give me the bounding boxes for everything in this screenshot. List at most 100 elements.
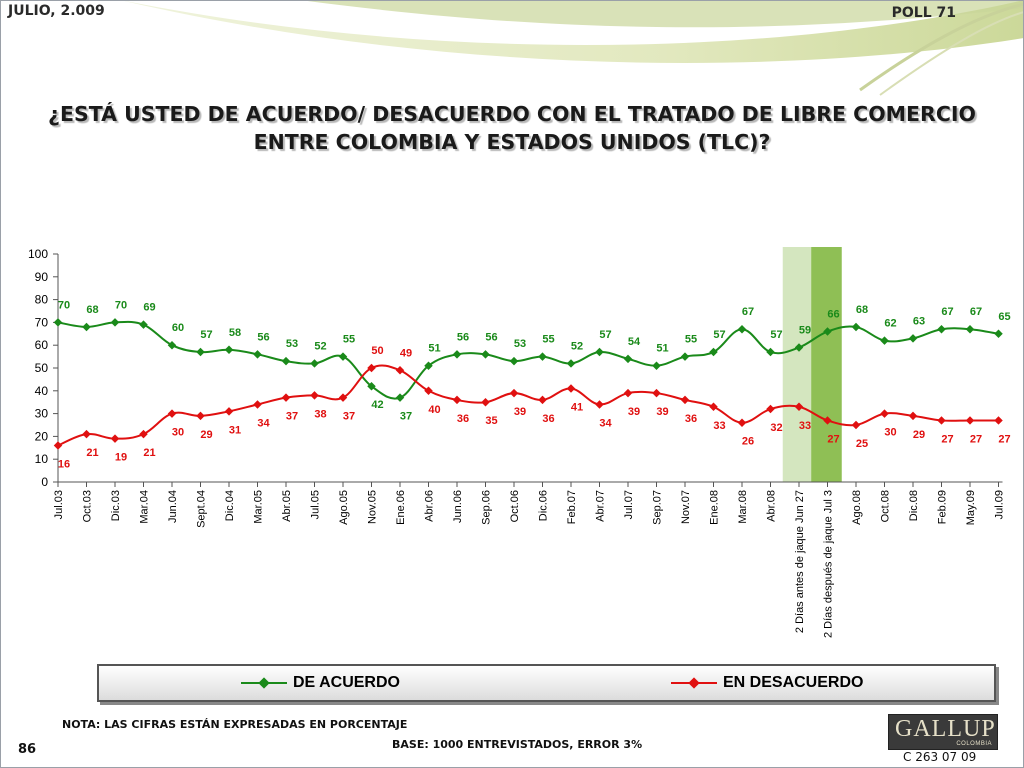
series-1-label-29: 30 — [884, 427, 896, 439]
y-tick-label-50: 50 — [35, 361, 49, 375]
x-tick-label-15: Sep.06 — [481, 490, 493, 525]
legend-item-desacuerdo: EN DESACUERDO — [671, 674, 863, 692]
chart-title: ¿ESTÁ USTED DE ACUERDO/ DESACUERDO CON E… — [0, 100, 1024, 156]
series-1-point-12 — [395, 366, 405, 375]
x-tick-label-21: Sep.07 — [652, 490, 664, 525]
series-1-label-15: 35 — [485, 415, 497, 427]
y-tick-label-60: 60 — [35, 338, 49, 352]
series-0-point-27 — [823, 327, 832, 336]
series-0-label-17: 55 — [542, 334, 554, 346]
series-0-label-3: 69 — [143, 302, 155, 314]
x-tick-label-5: Sept.04 — [196, 490, 208, 528]
series-1-label-0: 16 — [58, 459, 70, 471]
highlight-band-27 — [811, 247, 842, 482]
x-tick-label-29: Oct.08 — [880, 490, 892, 522]
series-0-point-11 — [367, 381, 376, 391]
sample-base: BASE: 1000 ENTREVISTADOS, ERROR 3% — [392, 738, 643, 751]
series-0-label-28: 68 — [856, 304, 868, 316]
series-1-label-4: 30 — [172, 427, 184, 439]
series-1-point-3 — [139, 429, 148, 439]
x-tick-label-26: 2 Días antes de jaque Jun 27 — [794, 490, 806, 633]
series-0-label-4: 60 — [172, 322, 184, 334]
x-tick-label-32: May.09 — [965, 490, 977, 525]
series-0-point-26 — [794, 343, 804, 352]
series-1-label-31: 27 — [941, 433, 953, 445]
series-1-label-22: 36 — [685, 413, 697, 425]
series-0-point-31 — [937, 324, 946, 334]
series-0-point-6 — [224, 345, 234, 355]
series-0-label-33: 65 — [998, 311, 1010, 323]
series-1-point-9 — [310, 391, 319, 400]
y-tick-label-80: 80 — [35, 293, 49, 307]
y-tick-label-0: 0 — [41, 475, 48, 489]
report-date: JULIO, 2.009 — [8, 3, 105, 19]
series-0-point-16 — [509, 356, 519, 366]
series-0-label-30: 63 — [913, 315, 925, 327]
series-0-label-23: 57 — [713, 329, 725, 341]
series-1-label-13: 40 — [428, 404, 440, 416]
series-0-label-20: 54 — [628, 336, 641, 348]
series-1-point-19 — [595, 400, 604, 409]
series-1-point-7 — [253, 400, 262, 409]
x-tick-label-13: Abr.06 — [424, 490, 436, 522]
series-0-point-30 — [908, 334, 918, 343]
series-0-point-24 — [737, 324, 747, 334]
series-0-label-16: 53 — [514, 338, 526, 350]
legend-marker-acuerdo — [241, 677, 287, 689]
x-tick-label-3: Mar.04 — [139, 490, 151, 524]
series-1-point-20 — [623, 388, 633, 398]
series-1-point-16 — [509, 388, 519, 398]
series-1-point-22 — [680, 395, 690, 405]
series-0-point-5 — [196, 347, 205, 357]
series-1-point-32 — [965, 416, 975, 425]
document-code: C 263 07 09 — [903, 750, 977, 764]
series-1-point-27 — [823, 416, 832, 425]
series-1-point-30 — [908, 411, 918, 421]
series-1-label-7: 34 — [257, 417, 270, 429]
series-1-label-21: 39 — [656, 406, 668, 418]
y-tick-label-100: 100 — [28, 247, 48, 261]
series-1-point-8 — [281, 393, 291, 402]
series-1-point-5 — [196, 411, 205, 421]
x-tick-label-0: Jul.03 — [53, 490, 65, 519]
x-tick-label-14: Jun.06 — [452, 490, 464, 523]
series-line-0 — [57, 320, 999, 400]
y-tick-label-90: 90 — [35, 270, 49, 284]
legend-marker-desacuerdo — [671, 677, 717, 689]
series-1-label-30: 29 — [913, 429, 925, 441]
series-1-label-25: 32 — [770, 422, 782, 434]
x-tick-label-33: Jul.09 — [994, 490, 1006, 519]
series-1-point-26 — [794, 402, 804, 412]
series-0-label-29: 62 — [884, 318, 896, 330]
series-0-point-23 — [709, 347, 718, 357]
x-tick-label-10: Ago.05 — [338, 490, 350, 525]
x-tick-label-30: Dic.08 — [908, 490, 920, 521]
y-tick-label-20: 20 — [35, 429, 49, 443]
series-0-label-25: 57 — [770, 329, 782, 341]
x-tick-label-24: Mar.08 — [737, 490, 749, 524]
series-0-label-14: 56 — [457, 331, 469, 343]
series-0-point-32 — [965, 324, 975, 334]
series-1-point-28 — [851, 420, 861, 430]
series-1-point-10 — [338, 393, 348, 402]
gallup-logo: GALLUP COLOMBIA — [888, 714, 998, 750]
series-0-point-29 — [880, 336, 889, 345]
series-0-label-0: 70 — [58, 299, 70, 311]
series-0-point-12 — [395, 393, 405, 402]
series-line-1 — [57, 364, 999, 447]
series-0-point-7 — [253, 350, 262, 359]
series-0-label-19: 57 — [599, 329, 611, 341]
series-0-label-22: 55 — [685, 334, 697, 346]
x-tick-label-20: Jul.07 — [623, 490, 635, 519]
series-0-label-8: 53 — [286, 338, 298, 350]
chart-title-line-2: ENTRE COLOMBIA Y ESTADOS UNIDOS (TLC)? — [253, 130, 771, 154]
chart-legend: DE ACUERDO EN DESACUERDO — [97, 664, 996, 702]
series-1-point-13 — [424, 386, 433, 396]
series-0-point-22 — [680, 352, 690, 361]
series-0-label-7: 56 — [257, 331, 269, 343]
x-tick-label-12: Ene.06 — [395, 490, 407, 525]
chart-title-line-1: ¿ESTÁ USTED DE ACUERDO/ DESACUERDO CON E… — [48, 102, 976, 126]
series-0-point-20 — [623, 354, 633, 364]
legend-item-acuerdo: DE ACUERDO — [241, 674, 400, 692]
series-0-label-27: 66 — [827, 309, 839, 321]
